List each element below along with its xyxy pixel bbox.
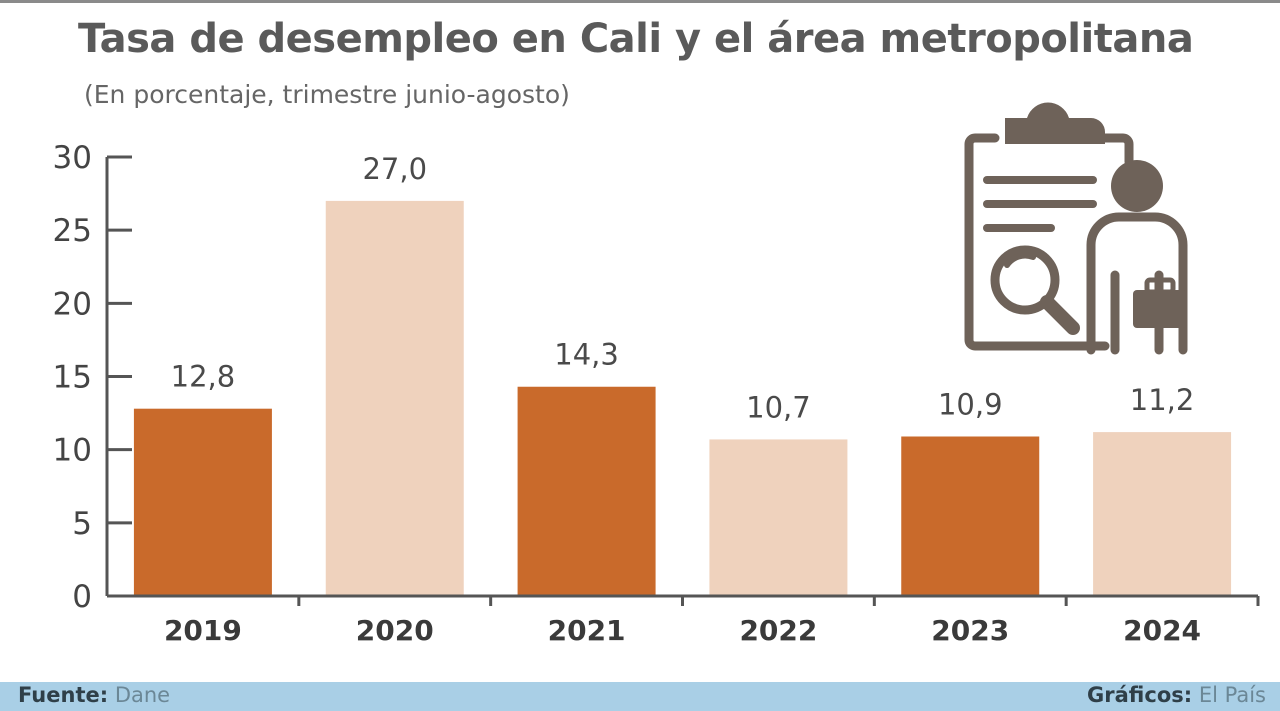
bar-2020	[325, 200, 464, 596]
bar-2021	[517, 386, 656, 596]
x-tick-label-2024: 2024	[1123, 614, 1201, 647]
top-rule	[0, 0, 1280, 3]
x-tick-label-2020: 2020	[356, 614, 434, 647]
x-tick-label-2023: 2023	[931, 614, 1009, 647]
y-tick-label: 20	[53, 286, 92, 322]
data-label-2021: 14,3	[554, 338, 619, 372]
y-tick-label: 0	[72, 579, 92, 615]
bar-2022	[709, 439, 848, 596]
chart-title: Tasa de desempleo en Cali y el área metr…	[78, 16, 1194, 62]
data-label-2020: 27,0	[362, 152, 427, 186]
x-tick-label-2021: 2021	[548, 614, 626, 647]
y-tick-label: 25	[53, 213, 92, 249]
clipboard-job-seeker-icon	[964, 102, 1188, 355]
x-tick-label-2019: 2019	[164, 614, 242, 647]
data-label-2024: 11,2	[1130, 383, 1195, 417]
data-label-2019: 12,8	[171, 360, 236, 394]
source-value: Dane	[114, 683, 171, 707]
y-tick-label: 15	[53, 360, 92, 396]
graphics-credit: Gráficos: El País	[1087, 683, 1266, 707]
bar-chart: 0 5 10 15 20 25 30 12,8 2019 27,0 2020 14,3 2021 10,7…	[53, 140, 1260, 647]
y-tick-label: 30	[53, 140, 92, 176]
bar-2019	[133, 408, 272, 596]
source-credit: Fuente: Dane	[18, 683, 170, 707]
footer-bar: Fuente: Dane Gráficos: El País	[0, 682, 1280, 711]
y-tick-label: 5	[72, 506, 92, 542]
bar-2023	[901, 436, 1040, 596]
credit-label: Gráficos:	[1087, 683, 1193, 707]
bar-2024	[1093, 432, 1232, 596]
credit-value: El País	[1198, 683, 1266, 707]
data-label-2022: 10,7	[746, 390, 811, 424]
data-label-2023: 10,9	[938, 387, 1003, 421]
chart-subtitle: (En porcentaje, trimestre junio-agosto)	[84, 80, 570, 109]
source-label: Fuente:	[18, 683, 109, 707]
x-tick-label-2022: 2022	[739, 614, 817, 647]
y-tick-label: 10	[53, 433, 92, 469]
